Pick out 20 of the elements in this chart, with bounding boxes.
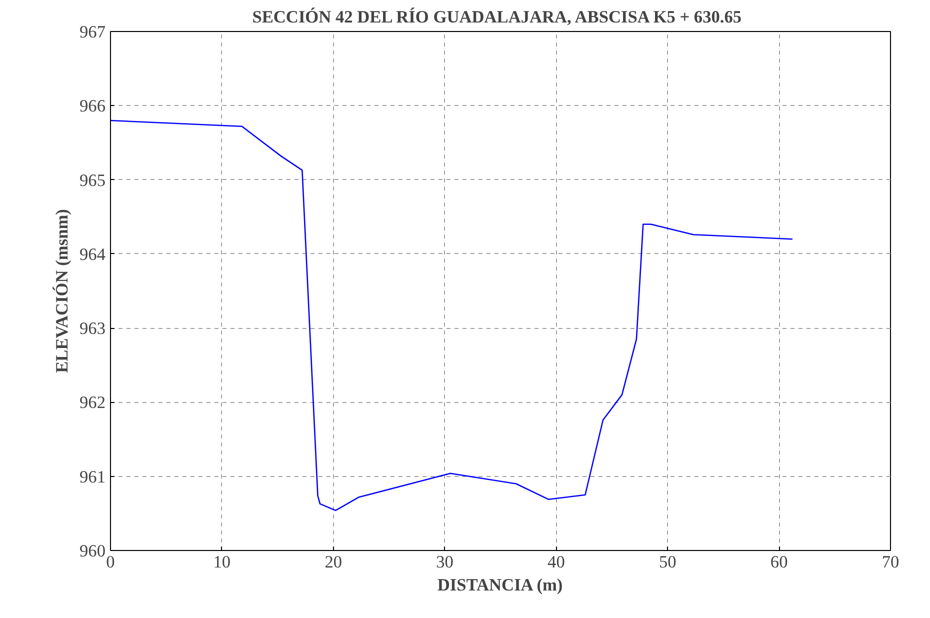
y-axis-title: ELEVACIÓN (msnm) xyxy=(52,208,72,373)
y-tick-label: 960 xyxy=(80,542,106,560)
y-tick-label: 964 xyxy=(80,244,106,264)
x-tick-label: 0 xyxy=(106,552,115,572)
x-axis-title: DISTANCIA (m) xyxy=(437,576,563,594)
x-tick-label: 40 xyxy=(548,552,565,572)
x-tick-label: 10 xyxy=(213,552,231,572)
x-tick-label: 60 xyxy=(770,552,788,572)
y-tick-label: 966 xyxy=(80,96,106,116)
y-tick-label: 963 xyxy=(80,319,106,338)
line-series xyxy=(110,120,794,512)
y-tick-label: 962 xyxy=(80,393,106,412)
y-tick-label: 965 xyxy=(80,170,106,190)
x-tick-label: 50 xyxy=(658,552,676,572)
y-tick-label: 961 xyxy=(80,467,106,486)
y-tick-label: 967 xyxy=(80,22,106,42)
x-tick-label: 30 xyxy=(436,552,454,572)
x-tick-label: 20 xyxy=(324,552,342,572)
x-tick-label: 70 xyxy=(882,552,900,572)
chart-title: SECCIÓN 42 DEL RÍO GUADALAJARA, ABSCISA K5 + 630.65 xyxy=(252,8,742,26)
